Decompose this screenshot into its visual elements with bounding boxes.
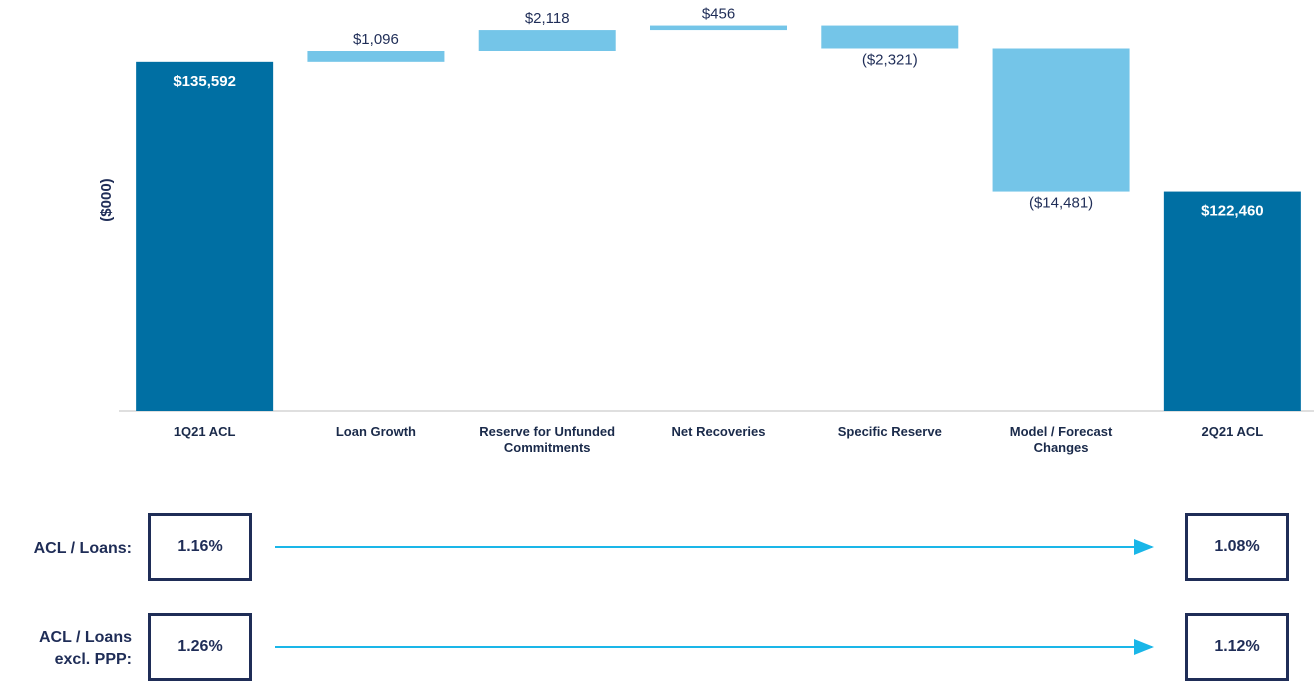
bar xyxy=(307,50,445,62)
x-tick-label: Reserve for Unfunded Commitments xyxy=(479,424,616,455)
bar xyxy=(1163,191,1301,411)
metric-box: 1.16% xyxy=(148,513,252,581)
metric-box: 1.12% xyxy=(1185,613,1289,681)
x-tick-label: Loan Growth xyxy=(335,424,416,439)
bar xyxy=(821,25,959,49)
value-label: ($14,481) xyxy=(1029,195,1093,212)
bar xyxy=(650,25,787,31)
value-label: $122,460 xyxy=(1201,203,1264,220)
bar xyxy=(992,48,1130,192)
value-label: $456 xyxy=(702,6,735,23)
metric-box: 1.26% xyxy=(148,613,252,681)
y-axis-label: ($000) xyxy=(98,178,115,221)
x-tick-label: 2Q21 ACL xyxy=(1201,424,1264,439)
metric-box: 1.08% xyxy=(1185,513,1289,581)
value-label: $135,592 xyxy=(173,73,236,90)
value-label: ($2,321) xyxy=(862,51,918,68)
value-label: $2,118 xyxy=(525,10,570,27)
value-label: $1,096 xyxy=(353,31,399,48)
x-tick-label: Specific Reserve xyxy=(837,424,942,439)
bar xyxy=(136,61,274,412)
x-tick-label: Model / Forecast Changes xyxy=(1009,424,1113,455)
bar xyxy=(478,30,616,51)
chart: ($000) $135,592 $1,096 $2,118 $456 ($2,321) (… xyxy=(98,6,1314,412)
x-tick-label: Net Recoveries xyxy=(671,424,766,439)
metric-label: ACL / Loans: xyxy=(33,540,132,557)
metric-label: ACL / Loans excl. PPP: xyxy=(38,629,132,668)
x-tick-label: 1Q21 ACL xyxy=(173,424,236,439)
